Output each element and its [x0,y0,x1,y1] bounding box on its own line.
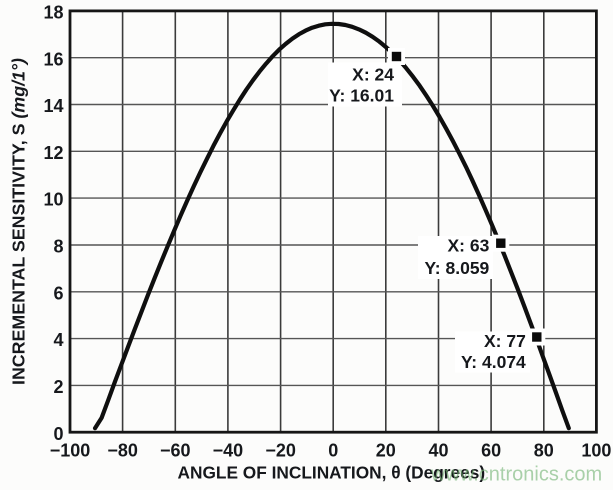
svg-text:−60: −60 [160,440,191,460]
svg-text:80: 80 [534,440,554,460]
svg-text:16: 16 [43,49,63,69]
svg-text:X: 24: X: 24 [352,64,394,84]
svg-text:www.cntronics.com: www.cntronics.com [430,464,602,486]
svg-text:Y: 4.074: Y: 4.074 [461,352,526,372]
svg-text:100: 100 [581,440,611,460]
svg-text:6: 6 [53,283,63,303]
svg-text:X: 63: X: 63 [447,235,489,255]
svg-text:0: 0 [53,424,63,444]
svg-text:60: 60 [481,440,501,460]
svg-text:−40: −40 [213,440,244,460]
svg-text:Y: 8.059: Y: 8.059 [424,258,489,278]
svg-text:40: 40 [428,440,448,460]
svg-text:12: 12 [43,143,63,163]
svg-text:−80: −80 [107,440,138,460]
svg-text:14: 14 [43,96,63,116]
svg-text:−20: −20 [265,440,296,460]
svg-text:INCREMENTAL SENSITIVITY, S (mg: INCREMENTAL SENSITIVITY, S (mg/1°) [9,58,29,385]
svg-text:10: 10 [43,190,63,210]
svg-text:X: 77: X: 77 [484,331,526,351]
svg-text:18: 18 [43,3,63,23]
svg-text:20: 20 [376,440,396,460]
svg-text:Y: 16.01: Y: 16.01 [329,86,394,106]
svg-text:0: 0 [328,440,338,460]
svg-text:2: 2 [53,377,63,397]
svg-text:ANGLE OF INCLINATION, θ (Degre: ANGLE OF INCLINATION, θ (Degrees) [178,463,486,483]
svg-text:−100: −100 [50,440,91,460]
svg-text:4: 4 [53,330,63,350]
svg-text:8: 8 [53,237,63,257]
